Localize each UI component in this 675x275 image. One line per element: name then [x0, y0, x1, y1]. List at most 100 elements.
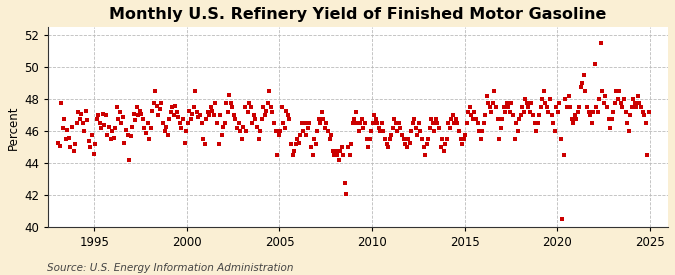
Point [159, 129, 170, 134]
Point [394, 121, 404, 126]
Point [194, 113, 205, 118]
Point [233, 121, 244, 126]
Point [327, 148, 338, 153]
Point [338, 153, 349, 158]
Point [222, 110, 233, 114]
Point [139, 126, 150, 130]
Point [263, 100, 273, 105]
Text: Source: U.S. Energy Information Administration: Source: U.S. Energy Information Administ… [47, 263, 294, 273]
Point [184, 108, 194, 113]
Point [56, 100, 67, 105]
Point [344, 153, 355, 158]
Point [608, 110, 619, 114]
Point [90, 142, 101, 146]
Point [420, 153, 431, 158]
Point [307, 153, 318, 158]
Point [319, 126, 330, 130]
Point [308, 137, 319, 142]
Point [140, 131, 151, 135]
Point [390, 121, 401, 126]
Point [628, 97, 639, 101]
Point [616, 100, 626, 105]
Point [286, 142, 296, 146]
Point [466, 113, 477, 118]
Point [253, 137, 264, 142]
Point [296, 121, 307, 126]
Point [508, 113, 518, 118]
Point [292, 137, 302, 142]
Point [302, 126, 313, 130]
Point [481, 94, 492, 98]
Point [502, 100, 512, 105]
Point [486, 110, 497, 114]
Point [518, 110, 529, 114]
Point [371, 116, 381, 121]
Point [144, 137, 155, 142]
Point [333, 158, 344, 163]
Point [622, 121, 632, 126]
Point [205, 105, 216, 109]
Point [546, 113, 557, 118]
Point [321, 121, 331, 126]
Point [315, 121, 325, 126]
Point [571, 116, 582, 121]
Point [55, 144, 65, 148]
Point [145, 126, 156, 130]
Point [539, 89, 549, 94]
Point [232, 126, 242, 130]
Point [88, 152, 99, 156]
Point [346, 142, 356, 146]
Point [287, 153, 298, 158]
Point [192, 110, 202, 114]
Point [134, 108, 145, 113]
Point [313, 116, 324, 121]
Point [198, 137, 209, 142]
Point [572, 110, 583, 114]
Point [254, 129, 265, 134]
Point [396, 132, 407, 137]
Point [529, 121, 540, 126]
Point [492, 116, 503, 121]
Point [332, 153, 343, 158]
Point [587, 121, 597, 126]
Point [514, 116, 524, 121]
Point [95, 121, 105, 126]
Point [591, 105, 601, 109]
Point [73, 110, 84, 114]
Point [124, 158, 134, 163]
Point [86, 132, 97, 137]
Point [242, 110, 253, 114]
Point [350, 110, 361, 114]
Point [202, 110, 213, 114]
Point [59, 116, 70, 121]
Point [620, 110, 631, 114]
Point [458, 137, 469, 142]
Point [556, 137, 566, 142]
Point [247, 121, 258, 126]
Point [626, 105, 637, 109]
Point [176, 126, 187, 130]
Point [489, 89, 500, 94]
Point [531, 129, 541, 134]
Point [367, 121, 378, 126]
Point [147, 108, 158, 113]
Point [306, 145, 317, 150]
Point [111, 105, 122, 109]
Point [122, 132, 133, 137]
Point [240, 105, 250, 109]
Point [91, 116, 102, 121]
Point [116, 121, 127, 126]
Point [99, 123, 110, 127]
Point [101, 113, 111, 118]
Point [406, 129, 416, 134]
Point [577, 81, 588, 86]
Point [347, 121, 358, 126]
Point [395, 126, 406, 130]
Point [142, 121, 153, 126]
Point [562, 105, 572, 109]
Point [593, 110, 603, 114]
Point [386, 132, 397, 137]
Point [63, 136, 74, 140]
Point [612, 97, 623, 101]
Point [96, 126, 107, 130]
